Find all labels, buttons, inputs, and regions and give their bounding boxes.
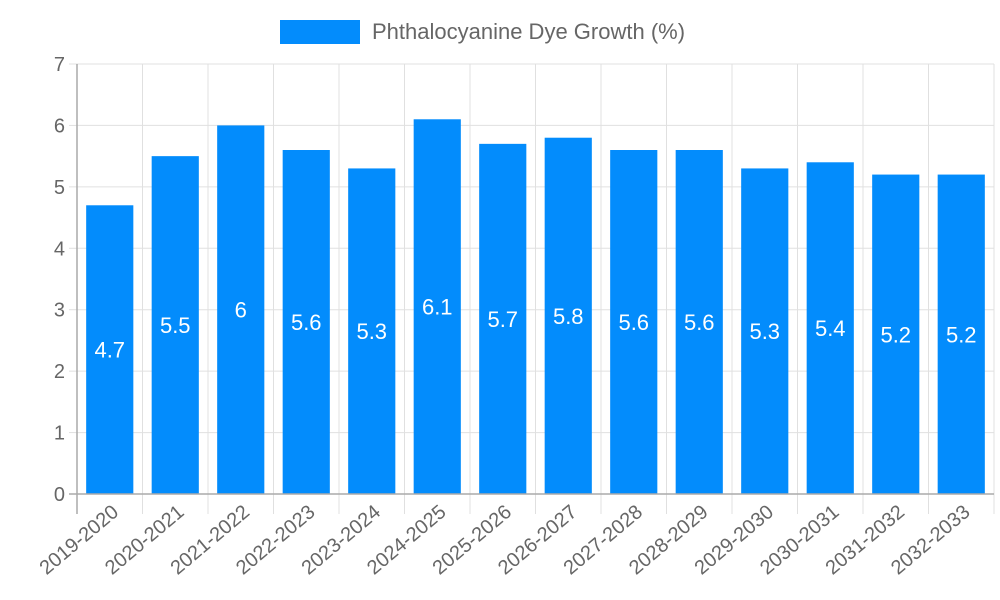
bar-value-label: 5.3 [749,319,780,344]
bar-value-label: 6 [235,298,247,323]
bar-value-label: 5.5 [160,313,191,338]
bar[interactable] [675,150,723,494]
bar[interactable] [282,150,330,494]
bar-value-label: 5.3 [356,319,387,344]
bar[interactable] [479,143,527,494]
bar-value-label: 5.6 [291,310,322,335]
bar-value-label: 5.4 [815,316,846,341]
y-axis-tick-labels: 0 1 2 3 4 5 6 7 [54,54,65,506]
y-tick-label: 0 [54,484,65,506]
y-tick-label: 1 [54,423,65,445]
grid-lines [77,63,995,514]
bar[interactable] [806,162,854,495]
bar[interactable] [937,174,985,495]
y-tick-label: 4 [54,238,65,260]
bar[interactable] [217,125,265,494]
y-tick-label: 2 [54,361,65,383]
y-tick-label: 5 [54,177,65,199]
bar-value-label: 5.2 [880,322,911,347]
bar-value-label: 5.2 [946,322,977,347]
bar-value-label: 5.6 [618,310,649,335]
bar[interactable] [348,168,396,494]
legend-swatch [280,20,360,44]
bar-value-label: 6.1 [422,295,453,320]
y-tick-label: 7 [54,54,65,76]
bar[interactable] [544,137,592,494]
bar[interactable] [413,119,461,495]
bar[interactable] [151,156,199,494]
axes [69,63,994,514]
bars: 4.7 5.5 6 5.6 5.3 6.1 5.7 5.8 5.6 5.6 5.3 5.4 5.2 5.2 [86,119,985,495]
x-axis-tick-labels: 2019-20202020-20212021-20222022-20232023… [36,501,975,579]
bar-value-label: 5.7 [487,307,518,332]
bar[interactable] [86,205,134,495]
bar-value-label: 5.8 [553,304,584,329]
bar[interactable] [741,168,789,494]
bar-value-label: 4.7 [94,338,125,363]
bar[interactable] [872,174,920,495]
y-tick-label: 3 [54,300,65,322]
legend[interactable]: Phthalocyanine Dye Growth (%) [280,19,685,44]
bar-value-label: 5.6 [684,310,715,335]
y-tick-label: 6 [54,115,65,137]
legend-label: Phthalocyanine Dye Growth (%) [372,19,685,44]
bar[interactable] [610,150,658,494]
